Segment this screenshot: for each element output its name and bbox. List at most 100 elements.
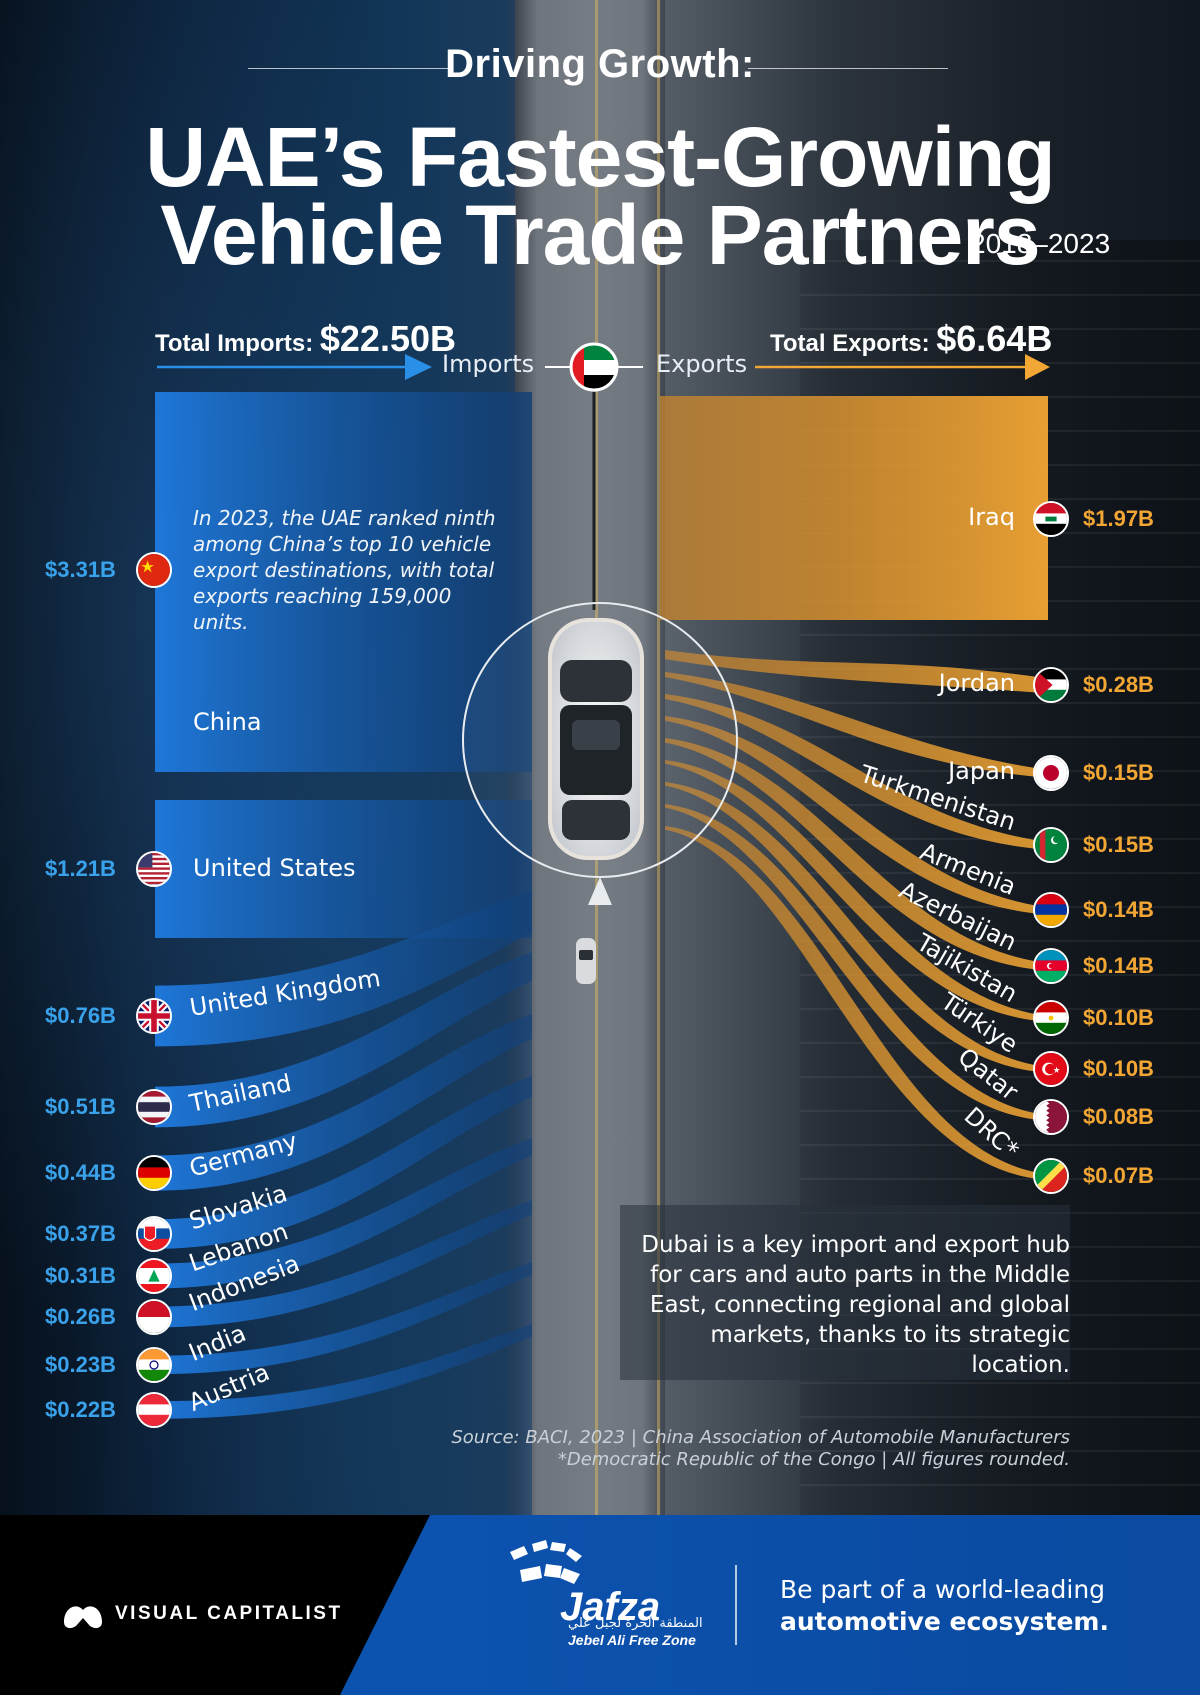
eyebrow-title: Driving Growth:: [445, 42, 755, 86]
title-line-1: UAE’s Fastest-Growing: [145, 110, 1055, 204]
footnote-line: *Democratic Republic of the Congo | All …: [557, 1449, 1070, 1470]
import-value-germany: $0.44B: [45, 1160, 116, 1185]
total-imports-value: $22.50B: [319, 318, 456, 359]
footer-sponsor-panel: [340, 1515, 1200, 1695]
hub-note: Dubai is a key import and export hub for…: [641, 1232, 1070, 1378]
title-rule-right: [748, 68, 948, 69]
import-band-china: [155, 392, 532, 772]
import-band-united-states: [155, 800, 532, 938]
import-band-austria: [155, 1324, 532, 1419]
trade-flow-chart: [155, 342, 1050, 1515]
imports-arrow-head: [405, 354, 432, 380]
export-country-iraq: Iraq: [968, 503, 1015, 531]
exports-arrow-head: [1025, 354, 1050, 380]
indonesia-flag-icon: [136, 1299, 172, 1335]
export-band-drc: [665, 826, 1040, 1179]
export-value-drc: $0.07B: [1083, 1163, 1154, 1188]
source-note: Source: BACI, 2023 | China Association o…: [300, 1427, 1070, 1471]
title-rule-left: [248, 68, 448, 69]
import-country-united-states: United States: [193, 854, 356, 882]
export-band-qatar: [665, 804, 1040, 1120]
imports-direction-label: Imports: [442, 350, 535, 378]
china-flag-icon: [136, 552, 172, 588]
car-pointer: [588, 877, 612, 905]
total-exports: Total Exports: $6.64B: [770, 318, 1052, 360]
exports-direction-label: Exports: [656, 350, 748, 378]
import-band-slovakia: [155, 1076, 532, 1249]
visual-capitalist-logo-icon: [64, 1606, 102, 1629]
import-band-india: [155, 1262, 532, 1375]
footer-divider: [735, 1565, 737, 1645]
qatar-flag-icon: [1033, 1099, 1069, 1135]
export-value-jordan: $0.28B: [1083, 672, 1154, 697]
austria-flag-icon: [136, 1392, 172, 1428]
export-value-tajikistan: $0.10B: [1083, 1005, 1154, 1030]
united-kingdom-flag-icon: [136, 998, 172, 1034]
export-country-jordan: Jordan: [938, 669, 1015, 697]
total-exports-value: $6.64B: [936, 318, 1053, 359]
india-flag-icon: [136, 1347, 172, 1383]
japan-flag-icon: [1033, 755, 1069, 791]
tajikistan-flag-icon: [1033, 1000, 1069, 1036]
import-value-thailand: $0.51B: [45, 1094, 116, 1119]
import-value-united-states: $1.21B: [45, 856, 116, 881]
source-line: Source: BACI, 2023 | China Association o…: [451, 1427, 1070, 1448]
united-states-flag-icon: [136, 851, 172, 887]
export-band-turkmenistan: [665, 694, 1040, 850]
china-note: In 2023, the UAE ranked ninth among Chin…: [193, 506, 496, 634]
export-country-japan: Japan: [948, 757, 1015, 785]
export-band-tajikistan: [665, 760, 1040, 1021]
export-value-t-rkiye: $0.10B: [1083, 1056, 1154, 1081]
jordan-flag-icon: [1033, 667, 1069, 703]
export-bands: [660, 396, 1048, 1179]
total-imports-label: Total Imports:: [155, 330, 314, 357]
t-rkiye-flag-icon: [1033, 1051, 1069, 1087]
import-band-united-kingdom: [155, 890, 532, 1047]
tagline-line-1: Be part of a world-leading: [780, 1575, 1106, 1604]
turkmenistan-flag-icon: [1033, 827, 1069, 863]
total-imports: Total Imports: $22.50B: [155, 318, 456, 360]
car-icon: [548, 618, 644, 860]
germany-flag-icon: [136, 1155, 172, 1191]
armenia-flag-icon: [1033, 892, 1069, 928]
jafza-logo-icon: [510, 1540, 582, 1584]
road-lane-line: [657, 0, 660, 1520]
import-band-thailand: [155, 952, 532, 1128]
iraq-flag-icon: [1033, 501, 1069, 537]
uae-flag-icon: [569, 342, 619, 392]
export-value-armenia: $0.14B: [1083, 897, 1154, 922]
export-value-turkmenistan: $0.15B: [1083, 832, 1154, 857]
import-value-indonesia: $0.26B: [45, 1304, 116, 1329]
import-value-austria: $0.22B: [45, 1397, 116, 1422]
import-value-china: $3.31B: [45, 557, 116, 582]
import-band-indonesia: [155, 1200, 532, 1328]
export-value-iraq: $1.97B: [1083, 506, 1154, 531]
slovakia-flag-icon: [136, 1216, 172, 1252]
export-value-japan: $0.15B: [1083, 760, 1154, 785]
import-band-lebanon: [155, 1138, 532, 1289]
title-line-2: Vehicle Trade Partners: [160, 188, 1040, 282]
jafza-wordmark: Jafza: [560, 1585, 661, 1629]
export-band-jordan: [665, 650, 1040, 693]
import-value-india: $0.23B: [45, 1352, 116, 1377]
export-band-azerbaijan: [665, 738, 1040, 970]
export-band-japan: [665, 672, 1040, 778]
thailand-flag-icon: [136, 1089, 172, 1125]
import-country-china: China: [193, 708, 262, 736]
import-value-lebanon: $0.31B: [45, 1263, 116, 1288]
export-value-qatar: $0.08B: [1083, 1104, 1154, 1129]
jafza-arabic: المنطقة الحرة لجبل علي: [568, 1616, 703, 1631]
title-years: 2018–2023: [970, 228, 1111, 259]
export-value-azerbaijan: $0.14B: [1083, 953, 1154, 978]
drc-flag-icon: [1033, 1158, 1069, 1194]
export-band-t-rkiye: [665, 782, 1040, 1072]
export-band-armenia: [665, 716, 1040, 914]
tagline-line-2: automotive ecosystem.: [780, 1607, 1109, 1636]
visual-capitalist-brand: VISUAL CAPITALIST: [115, 1603, 343, 1624]
lebanon-flag-icon: [136, 1258, 172, 1294]
export-band-iraq: [660, 396, 1048, 620]
import-band-germany: [155, 1014, 532, 1191]
azerbaijan-flag-icon: [1033, 948, 1069, 984]
import-bands: [155, 392, 532, 1515]
